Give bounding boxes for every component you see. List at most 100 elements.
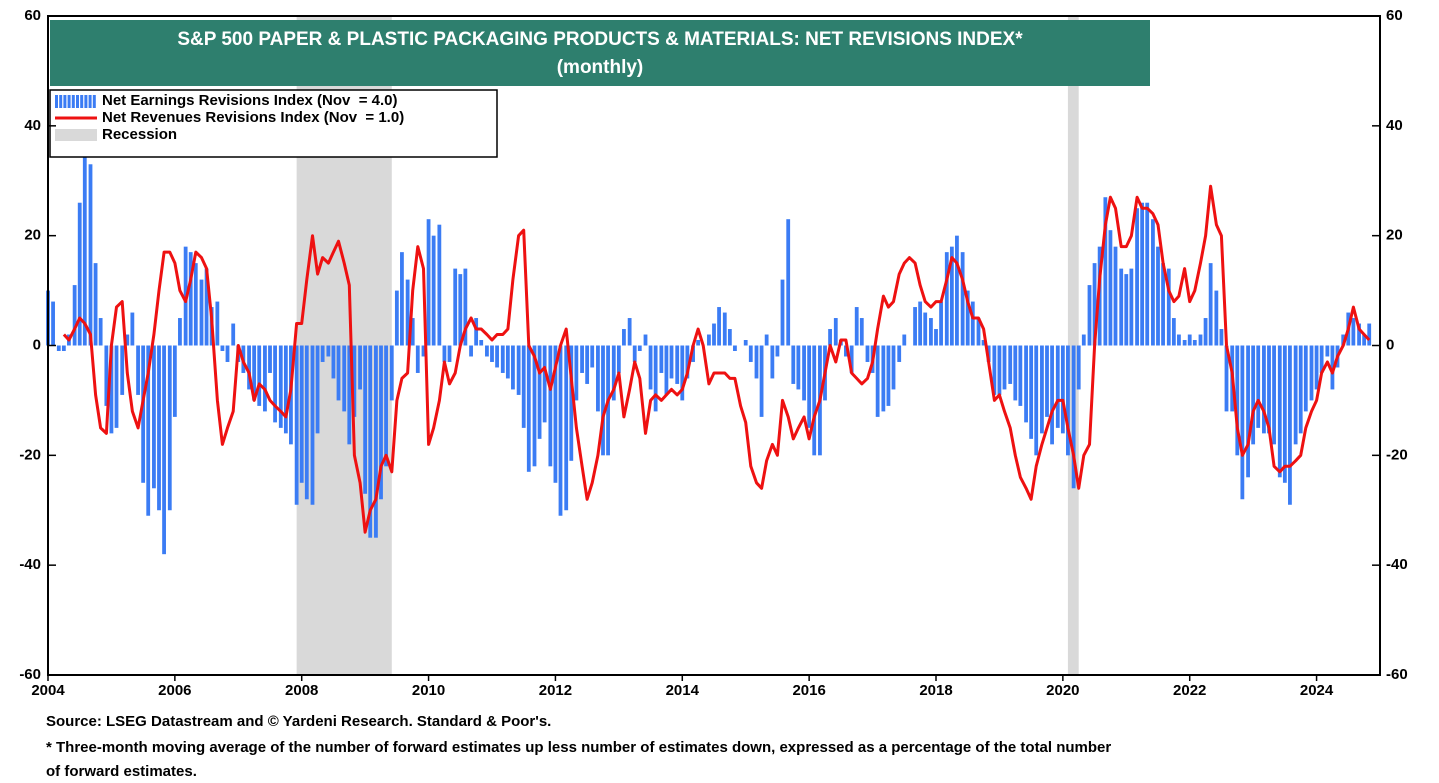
bar — [485, 345, 489, 357]
bar — [997, 345, 1002, 395]
bar — [326, 345, 331, 357]
bar — [759, 345, 764, 417]
bar — [748, 345, 753, 362]
bar — [141, 345, 146, 483]
bar — [220, 345, 225, 351]
bar — [542, 345, 547, 423]
bar — [717, 307, 721, 346]
bar — [1351, 318, 1356, 346]
bar — [56, 345, 61, 351]
bar — [764, 334, 769, 346]
bar — [664, 345, 669, 395]
bar — [394, 290, 399, 346]
bar — [1156, 246, 1160, 346]
bar — [516, 345, 521, 395]
bar — [569, 345, 574, 461]
x-tick-label: 2004 — [31, 682, 65, 699]
bar — [627, 318, 632, 346]
bar — [675, 345, 680, 384]
bar — [257, 345, 262, 406]
bar — [1362, 334, 1367, 346]
bar — [1013, 345, 1018, 401]
bar — [691, 345, 695, 362]
bar — [648, 345, 653, 390]
x-tick-label: 2016 — [792, 682, 825, 699]
bar — [722, 312, 727, 346]
bar — [437, 224, 442, 346]
bar — [1293, 345, 1298, 445]
legend-swatch — [84, 95, 88, 108]
legend-swatch — [88, 95, 92, 108]
bar — [844, 345, 848, 357]
bar — [1140, 202, 1145, 346]
bar — [743, 340, 748, 346]
legend-swatch — [55, 95, 58, 108]
bar — [828, 329, 832, 346]
bar — [1161, 263, 1165, 346]
bar — [1029, 345, 1034, 439]
bar — [632, 345, 637, 362]
bar — [659, 345, 664, 373]
y2-tick-label: 20 — [1386, 227, 1403, 244]
bar — [1314, 345, 1319, 390]
y2-tick-label: -60 — [1386, 666, 1408, 683]
title-box — [50, 20, 1150, 86]
bar — [807, 345, 812, 428]
bar — [949, 246, 954, 346]
bar — [1076, 345, 1081, 390]
bar — [82, 153, 87, 346]
bar — [247, 345, 251, 390]
y2-tick-label: -40 — [1386, 556, 1408, 573]
bar — [532, 345, 537, 467]
bar — [1298, 345, 1303, 434]
bar — [1303, 345, 1308, 412]
bar — [1081, 334, 1086, 346]
x-tick-label: 2018 — [919, 682, 952, 699]
bar — [849, 345, 854, 373]
bar — [596, 345, 600, 412]
bar — [469, 345, 473, 357]
bar — [611, 345, 616, 401]
bar — [992, 345, 997, 395]
bar — [1357, 323, 1361, 346]
legend-swatch — [55, 129, 97, 141]
bar — [1087, 285, 1092, 346]
bar — [268, 345, 272, 373]
bar — [331, 345, 336, 379]
bar — [770, 345, 775, 379]
bar — [590, 345, 595, 368]
bar — [1224, 345, 1229, 412]
bar — [680, 345, 685, 401]
bar — [780, 279, 785, 346]
bar — [172, 345, 177, 417]
y2-tick-label: 0 — [1386, 336, 1394, 353]
bar — [1040, 345, 1044, 434]
bar — [960, 252, 965, 346]
bar — [114, 345, 119, 428]
bar — [167, 345, 172, 511]
legend-swatch — [71, 95, 75, 108]
bar — [955, 235, 959, 346]
bar — [199, 279, 204, 346]
bar — [754, 345, 759, 379]
bar — [548, 345, 553, 467]
bar — [51, 301, 55, 346]
bar — [442, 345, 447, 362]
bar — [727, 329, 732, 346]
bar — [775, 345, 780, 357]
bar — [1092, 263, 1097, 346]
bar — [802, 345, 806, 401]
bar — [1002, 345, 1007, 390]
bar — [500, 345, 505, 373]
bar — [193, 263, 198, 346]
bar — [1108, 230, 1113, 346]
bar — [1192, 340, 1197, 346]
bar — [965, 290, 970, 346]
legend-box — [49, 89, 498, 158]
legend-swatch — [76, 95, 79, 108]
y-tick-label: 0 — [33, 336, 41, 353]
bar — [1367, 323, 1372, 346]
marks — [46, 153, 1372, 555]
bar — [88, 164, 93, 346]
bar — [934, 329, 938, 346]
